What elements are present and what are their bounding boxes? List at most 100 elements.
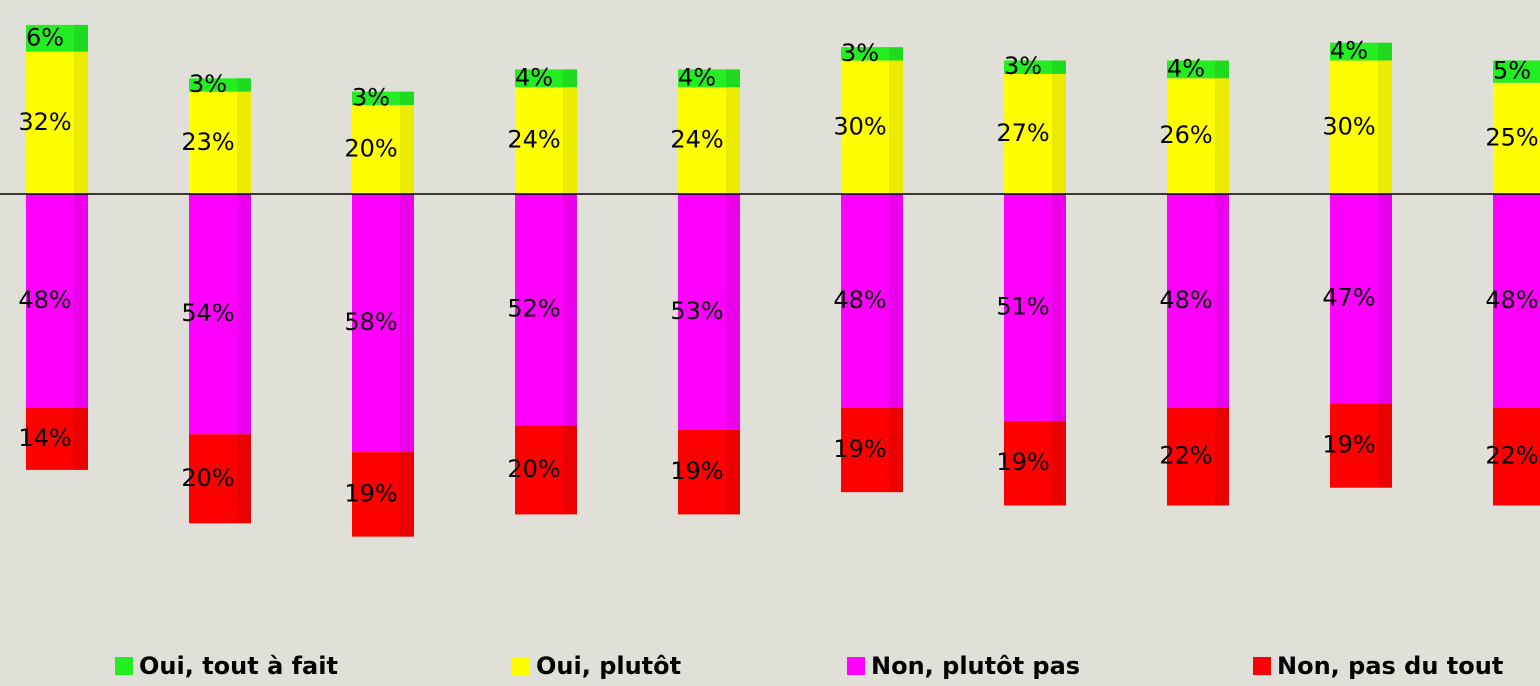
bar-shade (563, 87, 577, 194)
bar-shade (1052, 60, 1066, 74)
bar-segment (1167, 78, 1229, 194)
legend-swatch (847, 657, 865, 675)
data-label: 19% (833, 435, 886, 463)
bar-shade (400, 452, 414, 537)
bar-segment (1004, 73, 1066, 194)
bar-segment (189, 434, 251, 524)
bar-segment (352, 105, 414, 194)
legend-swatch (512, 657, 530, 675)
bar-shade (1215, 194, 1229, 408)
data-label: 4% (1167, 54, 1205, 82)
bar-segment (1330, 42, 1392, 61)
data-label: 48% (18, 286, 71, 314)
bar-segment (26, 407, 88, 470)
bar-shade (889, 407, 903, 493)
bar-shade (1052, 194, 1066, 421)
data-label: 4% (1330, 37, 1368, 65)
bar-segment (1493, 407, 1540, 506)
data-label: 6% (26, 23, 64, 51)
bar-shade (1215, 78, 1229, 194)
data-label: 3% (189, 70, 227, 98)
data-label: 30% (1322, 112, 1375, 140)
data-label: 26% (1159, 121, 1212, 149)
bar-shade (1052, 420, 1066, 506)
bar-shade (726, 194, 740, 430)
bar-segment (1167, 194, 1229, 408)
bar-segment (26, 24, 88, 52)
bar-segment (515, 425, 577, 515)
data-label: 32% (18, 108, 71, 136)
data-label: 4% (678, 63, 716, 91)
data-label: 20% (181, 464, 234, 492)
bar-segment (678, 429, 740, 515)
data-label: 14% (18, 424, 71, 452)
bar-segment (189, 91, 251, 194)
bar-segment (841, 47, 903, 61)
data-label: 5% (1493, 57, 1531, 85)
bar-segment (678, 69, 740, 88)
bar-segment (515, 87, 577, 194)
data-label: 22% (1159, 442, 1212, 470)
data-label: 20% (507, 455, 560, 483)
bar-segment (1330, 60, 1392, 194)
bar-segment (1493, 60, 1540, 83)
data-label: 51% (996, 292, 1049, 320)
bar-segment (1004, 194, 1066, 421)
bar-shade (1378, 60, 1392, 194)
data-label: 4% (515, 63, 553, 91)
data-label: 52% (507, 295, 560, 323)
bar-shade (400, 194, 414, 453)
data-label: 19% (996, 448, 1049, 476)
data-label: 47% (1322, 284, 1375, 312)
legend-label: Oui, tout à fait (139, 652, 338, 680)
legend-label: Non, pas du tout (1277, 652, 1503, 680)
bar-segment (1493, 82, 1540, 194)
bar-shade (400, 105, 414, 194)
bar-segment (1167, 407, 1229, 506)
bar-segment (678, 87, 740, 194)
bar-segment (1004, 60, 1066, 74)
data-label: 3% (1004, 52, 1042, 80)
bar-segment (26, 194, 88, 408)
bar-shade (74, 51, 88, 194)
bar-segment (26, 51, 88, 194)
bar-shade (1215, 407, 1229, 506)
bar-shade (726, 87, 740, 194)
bar-segment (841, 407, 903, 493)
bar-segment (678, 194, 740, 430)
data-label: 25% (1485, 123, 1538, 151)
legend-swatch (1253, 657, 1271, 675)
bar-segment (352, 452, 414, 537)
data-label: 19% (670, 457, 723, 485)
bar-shade (726, 69, 740, 88)
bar-shade (74, 407, 88, 470)
legend-label: Oui, plutôt (536, 652, 681, 680)
bar-shade (563, 425, 577, 515)
bar-shade (400, 91, 414, 105)
data-label: 48% (1159, 286, 1212, 314)
bar-segment (1330, 403, 1392, 488)
data-label: 19% (344, 479, 397, 507)
bar-shade (1378, 403, 1392, 488)
data-label: 30% (833, 112, 886, 140)
bar-segment (515, 194, 577, 426)
data-label: 58% (344, 308, 397, 336)
legend-swatch (115, 657, 133, 675)
bar-segment (189, 78, 251, 92)
bar-shade (1215, 60, 1229, 79)
bar-shade (1378, 194, 1392, 404)
data-label: 27% (996, 119, 1049, 147)
bar-shade (563, 69, 577, 88)
bar-segment (352, 91, 414, 105)
data-label: 24% (670, 126, 723, 154)
bar-shade (1052, 73, 1066, 194)
bar-shade (889, 60, 903, 194)
bar-shade (237, 434, 251, 524)
legend-label: Non, plutôt pas (871, 652, 1080, 680)
bar-shade (74, 24, 88, 52)
bar-shade (563, 194, 577, 426)
data-label: 24% (507, 126, 560, 154)
bar-shade (237, 91, 251, 194)
bar-shade (889, 47, 903, 61)
